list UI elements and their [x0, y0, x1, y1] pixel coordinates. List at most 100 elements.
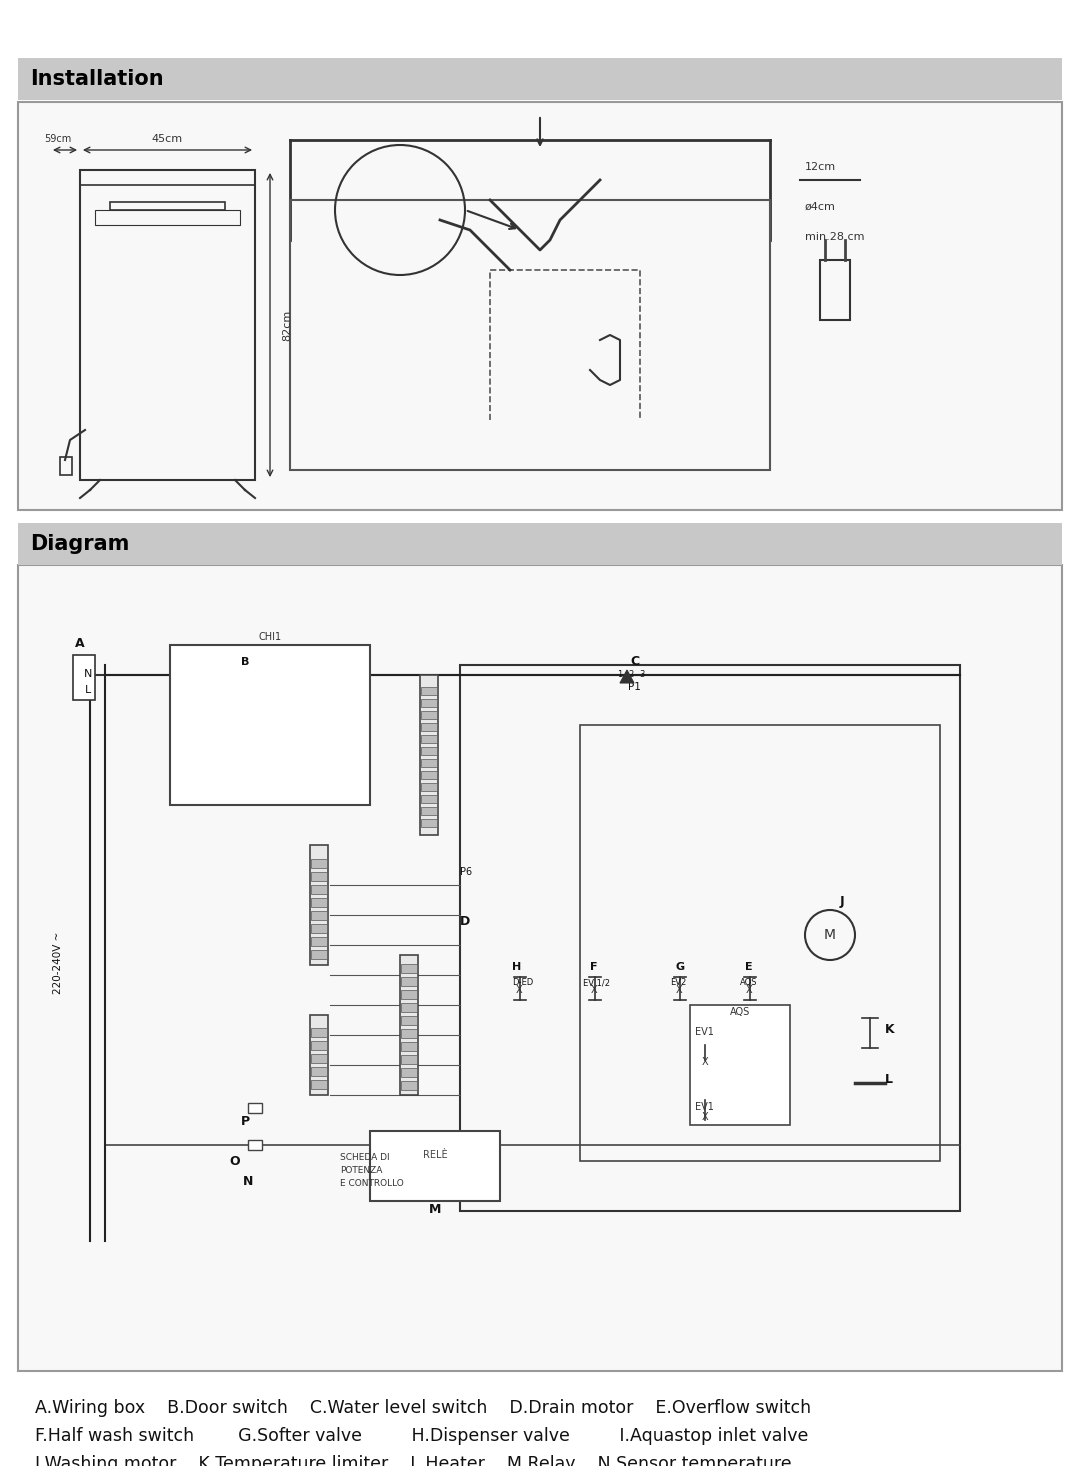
Bar — [421, 795, 437, 803]
Bar — [80, 170, 255, 185]
Text: ø4cm: ø4cm — [805, 202, 836, 213]
Bar — [310, 1014, 328, 1095]
Text: X: X — [676, 985, 683, 995]
Text: AQS: AQS — [740, 978, 757, 987]
Bar — [421, 819, 437, 827]
Bar — [401, 1056, 417, 1064]
Text: SCHEDA DI: SCHEDA DI — [340, 1152, 390, 1163]
Bar — [421, 688, 437, 695]
Bar — [311, 885, 327, 894]
Text: A.Wiring box    B.Door switch    C.Water level switch    D.Drain motor    E.Over: A.Wiring box B.Door switch C.Water level… — [35, 1399, 811, 1418]
Bar — [400, 954, 418, 1095]
Text: POTENZA: POTENZA — [340, 1165, 382, 1176]
Bar — [18, 103, 1062, 510]
Bar — [310, 844, 328, 965]
Text: M: M — [824, 928, 836, 943]
Bar — [421, 748, 437, 755]
Text: N: N — [243, 1176, 253, 1187]
Bar — [401, 965, 417, 973]
Text: RELÈ: RELÈ — [422, 1149, 447, 1160]
Text: J: J — [840, 896, 845, 907]
Bar — [420, 674, 438, 836]
Text: B: B — [241, 657, 249, 667]
Text: 220-240V ~: 220-240V ~ — [53, 932, 63, 994]
Bar — [401, 1080, 417, 1091]
Text: O: O — [230, 1155, 241, 1168]
Bar — [311, 859, 327, 868]
Text: Installation: Installation — [30, 69, 164, 89]
Text: EV1: EV1 — [696, 1028, 714, 1036]
Bar — [421, 734, 437, 743]
Bar — [95, 210, 240, 224]
Bar — [421, 711, 437, 718]
Text: L: L — [85, 685, 91, 695]
Text: C: C — [631, 655, 639, 668]
Bar — [421, 759, 437, 767]
Bar — [248, 1141, 262, 1149]
Text: E CONTROLLO: E CONTROLLO — [340, 1179, 404, 1187]
Bar — [311, 937, 327, 946]
Bar — [401, 1069, 417, 1078]
Text: P1: P1 — [627, 682, 640, 692]
Text: X: X — [702, 1057, 708, 1067]
Text: D: D — [460, 915, 470, 928]
Text: H: H — [512, 962, 522, 972]
Text: 2: 2 — [627, 670, 633, 679]
Text: L: L — [885, 1073, 893, 1086]
Text: 12cm: 12cm — [805, 163, 836, 172]
Bar — [311, 1067, 327, 1076]
Bar — [421, 723, 437, 732]
Text: F.Half wash switch        G.Softer valve         H.Dispenser valve         I.Aqu: F.Half wash switch G.Softer valve H.Disp… — [35, 1426, 808, 1445]
Bar — [820, 259, 850, 320]
Bar — [80, 170, 255, 479]
Bar — [311, 1028, 327, 1036]
Bar — [311, 910, 327, 921]
Text: M: M — [429, 1204, 442, 1215]
Text: K: K — [885, 1023, 894, 1036]
Bar — [401, 1016, 417, 1025]
Bar — [311, 899, 327, 907]
Bar — [460, 666, 960, 1211]
Bar — [311, 924, 327, 932]
Bar — [690, 1006, 789, 1124]
Bar — [421, 806, 437, 815]
Text: AQS: AQS — [730, 1007, 751, 1017]
Text: Diagram: Diagram — [30, 534, 130, 554]
Bar — [421, 771, 437, 778]
Text: A: A — [76, 638, 85, 649]
Text: D-ED: D-ED — [512, 978, 534, 987]
Text: 3: 3 — [639, 670, 645, 679]
Bar — [18, 59, 1062, 100]
Text: EV1: EV1 — [696, 1102, 714, 1113]
Bar — [311, 950, 327, 959]
Text: EV 1/2: EV 1/2 — [583, 978, 610, 987]
Bar — [73, 655, 95, 699]
Bar — [248, 1102, 262, 1113]
Text: G: G — [675, 962, 684, 972]
Text: X: X — [591, 985, 597, 995]
Bar — [370, 1130, 500, 1201]
Text: EV2: EV2 — [670, 978, 686, 987]
Polygon shape — [620, 670, 634, 683]
Text: 82cm: 82cm — [282, 309, 292, 340]
Bar — [421, 699, 437, 707]
Bar — [311, 872, 327, 881]
Bar — [580, 726, 940, 1161]
Bar — [60, 457, 72, 475]
Bar — [401, 1003, 417, 1012]
Text: N: N — [84, 668, 92, 679]
Text: F: F — [590, 962, 597, 972]
Text: X: X — [746, 985, 753, 995]
Text: 45cm: 45cm — [151, 133, 183, 144]
Bar — [311, 1054, 327, 1063]
Bar — [291, 199, 770, 471]
Text: 59cm: 59cm — [44, 133, 71, 144]
Bar — [421, 783, 437, 792]
Text: min.28 cm: min.28 cm — [805, 232, 864, 242]
Bar — [311, 1080, 327, 1089]
Text: P6: P6 — [460, 866, 472, 877]
Bar — [401, 1042, 417, 1051]
Bar — [170, 645, 370, 805]
Bar — [401, 976, 417, 987]
Bar — [401, 1029, 417, 1038]
